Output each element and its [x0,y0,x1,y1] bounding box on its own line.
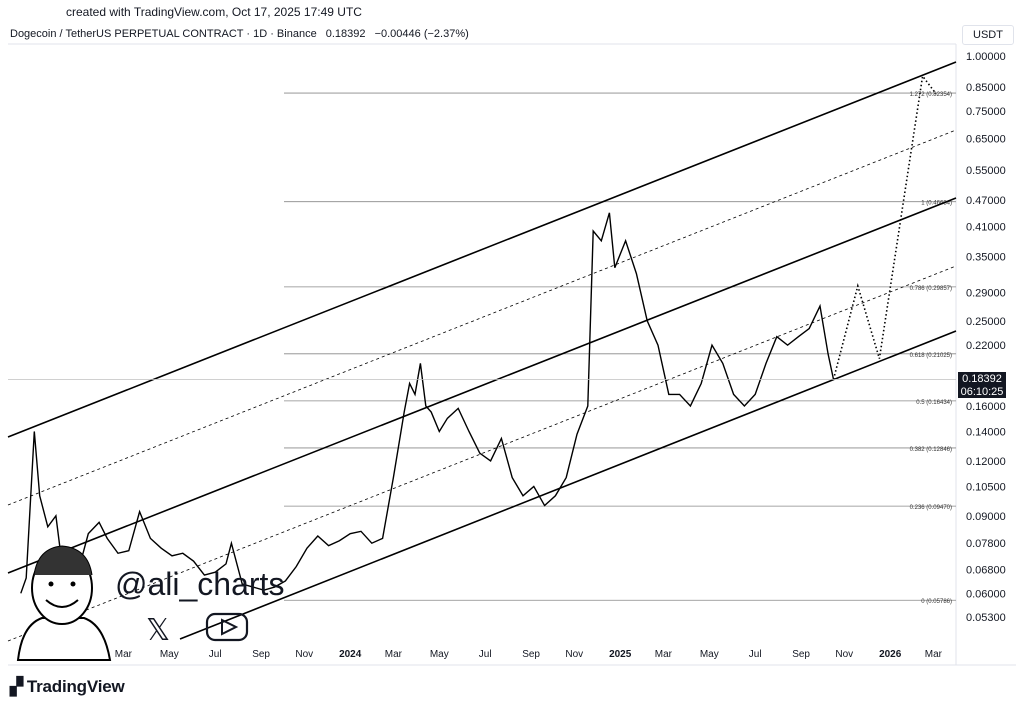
avatar-left-eye [48,581,54,587]
fib-level-label: 0.618 (0.21025) [910,353,952,359]
fib-level-label: 0.5 (0.16434) [916,400,952,406]
x-tick-label: Nov [565,649,583,660]
y-tick-label: 0.47000 [966,195,1006,207]
youtube-play-icon [221,618,239,636]
y-tick-label: 0.14000 [966,426,1006,438]
fib-level-label: 0 (0.05786) [921,599,952,605]
last-price: 0.18392 [325,28,366,40]
countdown-timer: 06:10:25 [960,386,1004,398]
avatar-shoulders [16,617,112,661]
symbol-legend: Dogecoin / TetherUS PERPETUAL CONTRACT ·… [10,28,469,40]
y-tick-label: 0.12000 [966,456,1006,468]
avatar-smile [45,599,79,608]
x-tick-label: Jul [749,649,762,660]
y-tick-label: 0.29000 [966,287,1006,299]
tradingview-logo[interactable]: ▞ TradingView [10,677,125,697]
y-tick-label: 0.55000 [966,165,1006,177]
y-tick-label: 0.07800 [966,538,1006,550]
y-tick-label: 0.25000 [966,316,1006,328]
tradingview-logo-text: TradingView [26,677,125,696]
x-tick-label: Mar [925,649,943,660]
x-tick-label: Sep [792,649,810,660]
y-tick-label: 0.22000 [966,340,1006,352]
x-tick-label: May [700,649,719,660]
y-tick-label: 0.06800 [966,564,1006,576]
x-tick-label: Mar [385,649,403,660]
author-handle: @ali_charts [115,566,285,602]
x-tick-label: May [160,649,179,660]
channel-three-quarter-line [7,265,957,642]
projection-path [832,74,937,380]
x-tick-label: 2026 [879,649,902,660]
y-tick-label: 0.16000 [966,401,1006,413]
x-tick-label: Sep [252,649,270,660]
price-change: −0.00446 (−2.37%) [374,28,469,40]
y-tick-label: 0.65000 [966,133,1006,145]
y-tick-label: 0.06000 [966,588,1006,600]
x-tick-label: May [430,649,449,660]
x-tick-label: Sep [522,649,540,660]
avatar-right-eye [70,581,76,587]
channel-lower-line [179,330,957,640]
y-tick-label: 0.10500 [966,481,1006,493]
y-tick-label: 0.05300 [966,612,1006,624]
x-social-icon: 𝕏 [146,613,170,648]
channel-mid-line [7,197,957,574]
fib-level-label: 0.382 (0.12846) [910,447,952,453]
avatar-hair [33,545,93,576]
last-price-tag: 0.18392 06:10:25 [958,372,1006,398]
x-tick-label: Jul [209,649,222,660]
fib-level-label: 1 (0.46634) [921,201,952,207]
tradingview-logo-icon: ▞ [10,677,23,696]
channel-quarter-line [7,129,957,506]
x-tick-label: Mar [655,649,673,660]
youtube-icon [205,612,249,642]
x-tick-label: 2024 [339,649,362,660]
y-tick-label: 0.09000 [966,511,1006,523]
created-with-text: created with TradingView.com, Oct 17, 20… [66,5,362,19]
author-avatar [16,545,112,661]
symbol-name[interactable]: Dogecoin / TetherUS PERPETUAL CONTRACT ·… [10,28,317,40]
fib-level-label: 0.236 (0.09470) [910,505,952,511]
y-tick-label: 0.41000 [966,221,1006,233]
x-tick-label: Jul [479,649,492,660]
fib-level-label: 0.786 (0.29857) [910,286,952,292]
currency-selector[interactable]: USDT [962,25,1014,45]
x-tick-label: Nov [295,649,313,660]
x-tick-label: Mar [115,649,133,660]
fib-level-label: 1.272 (0.82354) [910,92,952,98]
last-price-tag-value: 0.18392 [962,373,1002,385]
y-tick-label: 0.75000 [966,106,1006,118]
y-tick-label: 1.00000 [966,51,1006,63]
channel-upper-line [7,61,957,438]
x-tick-label: 2025 [609,649,632,660]
y-tick-label: 0.85000 [966,82,1006,94]
x-tick-label: Nov [835,649,853,660]
y-tick-label: 0.35000 [966,251,1006,263]
price-series-line [20,212,835,594]
